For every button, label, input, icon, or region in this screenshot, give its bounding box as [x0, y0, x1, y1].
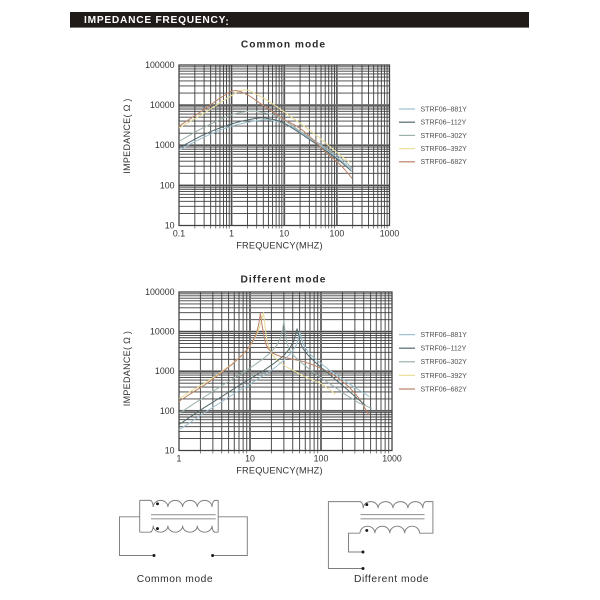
svg-text:Common mode: Common mode — [137, 574, 213, 585]
svg-text:10: 10 — [165, 446, 175, 456]
svg-text:Different mode: Different mode — [241, 275, 327, 286]
svg-text:10: 10 — [165, 221, 175, 231]
svg-text:STRF06–392Y: STRF06–392Y — [421, 146, 468, 153]
svg-text:100: 100 — [160, 180, 175, 190]
svg-text:1000: 1000 — [380, 229, 400, 239]
svg-text:STRF06–392Y: STRF06–392Y — [421, 373, 468, 380]
svg-text:100000: 100000 — [145, 287, 174, 297]
svg-text:10000: 10000 — [150, 100, 175, 110]
svg-text:STRF06–112Y: STRF06–112Y — [421, 346, 467, 353]
svg-text:STRF06–881Y: STRF06–881Y — [421, 332, 468, 339]
svg-text:STRF06–302Y: STRF06–302Y — [421, 359, 468, 366]
svg-text:IMPEDANCE FREQUENCY:: IMPEDANCE FREQUENCY: — [84, 15, 230, 28]
svg-text:IMPEDANCE( Ω ): IMPEDANCE( Ω ) — [122, 98, 132, 173]
svg-text:FREQUENCY(MHZ): FREQUENCY(MHZ) — [236, 241, 323, 251]
svg-text:1: 1 — [229, 229, 234, 239]
svg-text:STRF06–112Y: STRF06–112Y — [421, 120, 467, 127]
svg-text:10: 10 — [279, 229, 289, 239]
svg-text:0.1: 0.1 — [173, 229, 185, 239]
svg-text:100: 100 — [314, 454, 329, 464]
svg-text:IMPEDANCE( Ω ): IMPEDANCE( Ω ) — [122, 331, 132, 406]
svg-text:1000: 1000 — [155, 140, 175, 150]
svg-text:STRF06–302Y: STRF06–302Y — [421, 133, 468, 140]
svg-text:1000: 1000 — [155, 366, 175, 376]
svg-text:FREQUENCY(MHZ): FREQUENCY(MHZ) — [236, 466, 323, 476]
svg-text:Different mode: Different mode — [354, 574, 429, 585]
svg-text:STRF06–682Y: STRF06–682Y — [421, 386, 468, 393]
svg-text:STRF06–682Y: STRF06–682Y — [421, 159, 468, 166]
svg-text:1: 1 — [177, 454, 182, 464]
svg-text:10000: 10000 — [150, 327, 175, 337]
svg-text:10: 10 — [245, 454, 255, 464]
svg-text:100: 100 — [160, 406, 175, 416]
svg-text:100000: 100000 — [145, 60, 174, 70]
svg-text:STRF06–881Y: STRF06–881Y — [421, 106, 468, 113]
svg-text:Common mode: Common mode — [241, 40, 326, 51]
svg-text:1000: 1000 — [382, 454, 402, 464]
svg-text:100: 100 — [330, 229, 345, 239]
